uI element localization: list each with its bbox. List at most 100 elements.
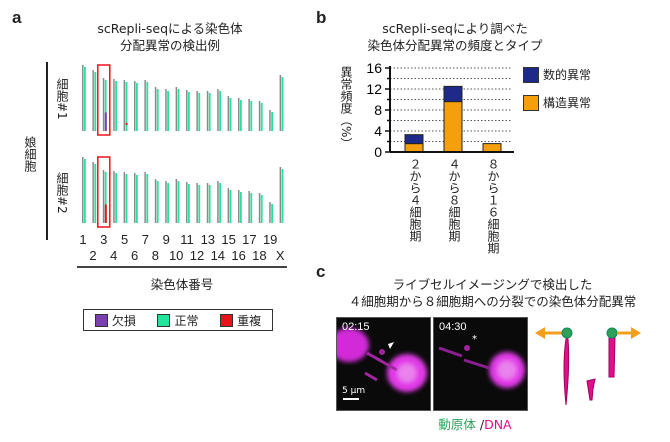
chromosome-4-signal xyxy=(115,173,117,223)
chromosome-label: 15 xyxy=(221,232,236,247)
chromosome-19-signal xyxy=(271,112,273,131)
highlight-box xyxy=(97,156,111,228)
chromosome-label: 10 xyxy=(168,248,184,263)
legend-text: 数的異常 xyxy=(543,68,592,82)
event-重複 xyxy=(104,204,107,223)
chromosome-18-gray xyxy=(258,101,261,131)
chromosome-19-gray xyxy=(269,110,271,131)
chromosome-6-signal xyxy=(136,175,138,223)
panel-a-title: scRepli-seqによる染色体 分配異常の検出例 xyxy=(80,20,260,54)
chromosome-17-signal xyxy=(250,193,253,223)
legend-numeric: 数的異常 xyxy=(523,66,591,83)
cell-image xyxy=(337,328,427,400)
bar-構造異常 xyxy=(443,101,463,153)
chromosome-14-gray xyxy=(217,89,219,131)
chromosome-13-signal xyxy=(208,93,211,131)
y-tick-label: 0 xyxy=(374,144,382,160)
chromosome-17-gray xyxy=(248,191,250,223)
chromosome-16-gray xyxy=(238,190,240,223)
row-label-cell1: 細胞#1 xyxy=(55,78,69,120)
y-tick-label: 8 xyxy=(374,102,382,118)
kinetochore-icon xyxy=(561,327,573,339)
chromosome-5-gray xyxy=(123,172,126,223)
chromosome-13-gray xyxy=(206,183,209,223)
title-line: scRepli-seqによる染色体 xyxy=(97,21,243,36)
swatch xyxy=(220,313,234,327)
chromosome-label: 19 xyxy=(262,232,278,247)
caption-dna: DNA xyxy=(484,417,512,432)
kinetochore-icon xyxy=(606,327,618,339)
title-line: ４細胞期から８細胞期への分裂での染色体分配異常 xyxy=(348,294,637,309)
chromosome-label: 16 xyxy=(231,248,246,263)
chromosome-10-gray xyxy=(175,87,178,131)
chromosome-label: 2 xyxy=(89,248,97,263)
event-重複 xyxy=(125,122,128,125)
chromosome-5-signal xyxy=(125,174,128,223)
chromosome-label: 9 xyxy=(162,232,170,247)
chromosome-4-signal xyxy=(115,81,117,131)
missegregation-diagram xyxy=(535,327,641,406)
chromosome-12-signal xyxy=(198,93,201,131)
chromosome-label: 7 xyxy=(141,232,150,247)
chromosome-2-signal xyxy=(94,164,97,223)
y-axis-label: 異常頻度（%） xyxy=(339,66,353,150)
cell-image: * xyxy=(438,334,525,388)
chromosome-19-gray xyxy=(269,202,271,223)
chromosome-17-gray xyxy=(248,99,250,131)
legend-text: 重複 xyxy=(237,313,262,328)
chromosome-shape xyxy=(608,337,616,378)
timestamp: 02:15 xyxy=(342,321,370,333)
category-label: ２から４細胞期 xyxy=(408,158,422,242)
chromosome-12-signal xyxy=(198,185,201,223)
panel-b-label: b xyxy=(316,8,327,27)
chromosome-13-signal xyxy=(208,185,211,223)
chromosome-18-gray xyxy=(258,193,261,223)
chromosome-label: 12 xyxy=(189,248,205,263)
timestamp: 04:30 xyxy=(439,321,467,333)
chromosome-3-signal xyxy=(104,172,107,223)
image-caption: 動原体 /DNA xyxy=(380,414,570,433)
legend-item-deletion: 欠損 xyxy=(94,312,136,329)
panel-c-title: ライブセルイメージングで検出した ４細胞期から８細胞期への分裂での染色体分配異常 xyxy=(320,276,665,310)
chromosome-8-signal xyxy=(156,89,159,131)
chromosome-X-signal xyxy=(281,169,284,223)
chromosome-label: 11 xyxy=(180,232,194,247)
chromosome-label: 17 xyxy=(242,232,257,247)
arrow-right-icon xyxy=(617,327,641,339)
swatch xyxy=(523,94,539,111)
chromosome-14-signal xyxy=(219,183,221,223)
chromosome-18-signal xyxy=(260,195,263,223)
chromosome-3-gray xyxy=(102,170,105,223)
chromosome-3-gray xyxy=(102,78,105,131)
legend-text: 構造異常 xyxy=(543,96,592,110)
chromosome-13-gray xyxy=(206,91,209,131)
chromosome-6-gray xyxy=(134,173,136,223)
chromosome-16-gray xyxy=(238,98,240,131)
event-欠損 xyxy=(104,112,107,131)
y-tick-label: 4 xyxy=(374,123,382,139)
chromosome-4-gray xyxy=(113,79,115,131)
chromosome-1-gray xyxy=(82,65,84,131)
chromosome-11-gray xyxy=(186,90,188,131)
chromosome-6-signal xyxy=(136,83,138,131)
microscopy-image-1: 02:15 5 µm xyxy=(336,317,431,411)
chromosome-8-gray xyxy=(154,87,157,131)
chromosome-label: 18 xyxy=(252,248,267,263)
chromosome-10-gray xyxy=(175,179,178,223)
chromosome-15-gray xyxy=(227,188,230,223)
bar-構造異常 xyxy=(404,143,424,153)
chromosome-1-signal xyxy=(84,67,86,131)
karyotype-plot xyxy=(82,64,284,228)
chromosome-label: 4 xyxy=(110,248,118,263)
chromosome-11-signal xyxy=(188,92,190,131)
chromosome-2-gray xyxy=(92,70,94,131)
bar-数的異常 xyxy=(443,85,463,103)
x-axis-label: 染色体番号 xyxy=(150,277,214,292)
chromosome-17-signal xyxy=(250,101,253,131)
chromosome-5-signal xyxy=(125,82,128,131)
chromosome-label: 14 xyxy=(210,248,226,263)
chromosome-9-signal xyxy=(167,91,169,131)
microscopy-image-2: * 04:30 xyxy=(433,317,528,411)
svg-text:*: * xyxy=(472,334,477,345)
chromosome-shape xyxy=(563,338,570,406)
